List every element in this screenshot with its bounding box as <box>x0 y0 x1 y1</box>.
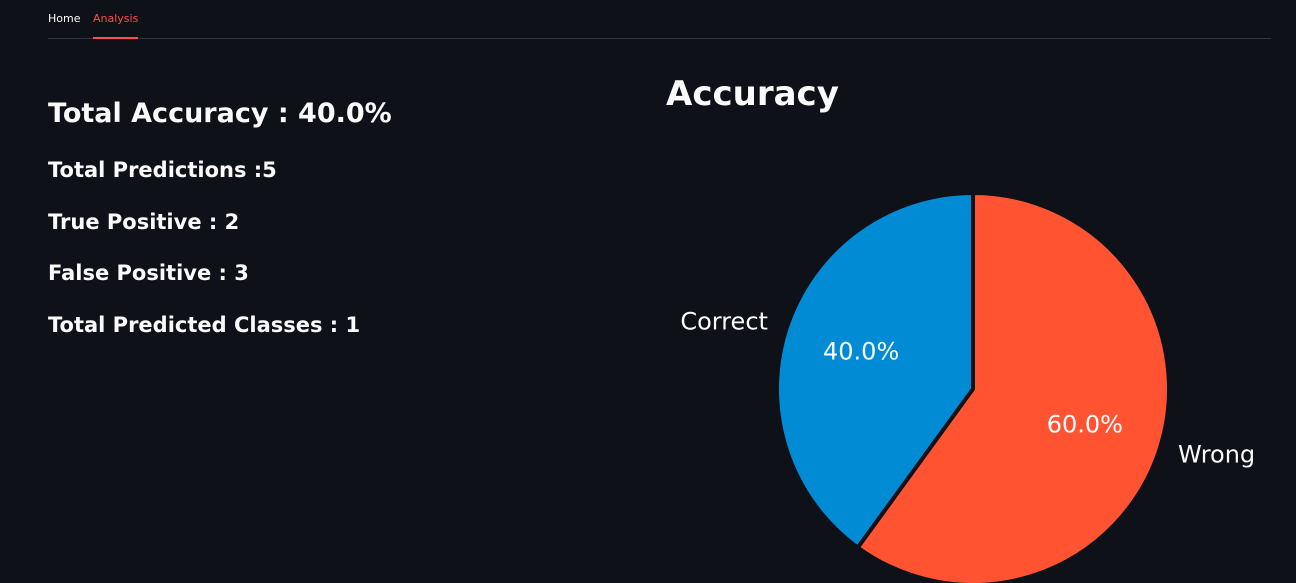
pie-label-wrong: Wrong <box>1178 441 1255 469</box>
chart-title: Accuracy <box>666 74 839 114</box>
true-positive: True Positive : 2 <box>48 210 240 234</box>
accuracy-pie-chart: 40.0% Correct 60.0% Wrong <box>680 191 1255 583</box>
total-predictions: Total Predictions :5 <box>48 158 277 182</box>
false-positive: False Positive : 3 <box>48 261 249 285</box>
tab-analysis[interactable]: Analysis <box>93 12 139 39</box>
pie-pct-label-correct: 40.0% <box>823 338 899 366</box>
total-accuracy: Total Accuracy : 40.0% <box>48 98 392 129</box>
pie-pct-label-wrong: 60.0% <box>1047 410 1123 438</box>
pie-label-correct: Correct <box>680 307 768 335</box>
tab-bar: Home Analysis <box>48 0 1271 39</box>
pie-slice-wrong <box>855 191 1171 583</box>
tab-home[interactable]: Home <box>48 12 81 25</box>
total-predicted-classes: Total Predicted Classes : 1 <box>48 313 361 337</box>
pie-slice-correct <box>775 191 975 550</box>
